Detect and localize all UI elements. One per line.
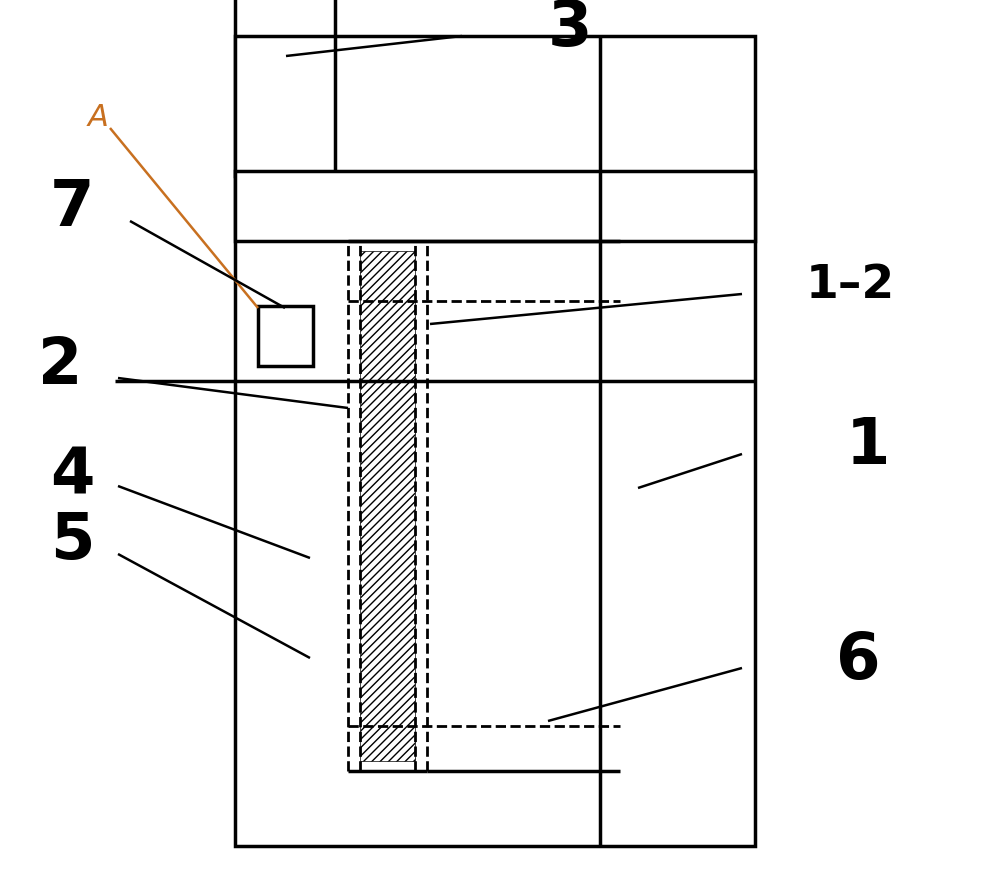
Bar <box>360 251 415 761</box>
Text: 5: 5 <box>50 510 94 572</box>
Text: A: A <box>88 103 108 132</box>
Text: 1: 1 <box>846 415 890 477</box>
Text: 2: 2 <box>38 335 82 397</box>
Bar <box>258 306 313 366</box>
Bar <box>235 0 335 176</box>
Text: 3: 3 <box>548 0 592 59</box>
Bar <box>235 36 755 846</box>
Text: 1–2: 1–2 <box>805 264 895 308</box>
Bar <box>235 171 755 241</box>
Text: 7: 7 <box>50 177 94 239</box>
Text: 4: 4 <box>50 445 94 507</box>
Text: 6: 6 <box>836 630 880 692</box>
